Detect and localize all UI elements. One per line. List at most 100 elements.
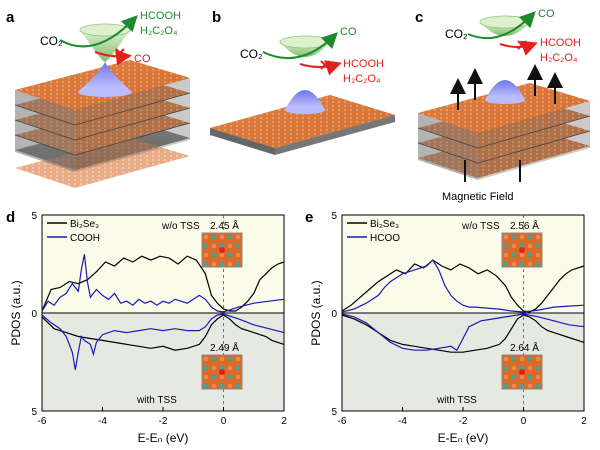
atom-dot [211, 243, 217, 249]
blocked-path-arrow-b [299, 60, 342, 76]
atom-dot [535, 234, 541, 240]
panel-b: b CO₂ CO HCOOH H₂C₂O₄ [210, 9, 395, 155]
y-tick-label: 5 [31, 211, 37, 222]
atom-dot [535, 243, 541, 249]
reactant-co2-b: CO₂ [240, 47, 263, 61]
atom-dot [527, 243, 533, 249]
atom-dot [527, 234, 533, 240]
x-axis-label: E-Eₙ (eV) [438, 431, 489, 445]
panel-label-a: a [6, 9, 15, 26]
series-line [341, 259, 585, 313]
atom-dot [219, 261, 225, 267]
bond-length-label: 2.64 Å [510, 341, 539, 354]
bond-length-label: 2.56 Å [510, 219, 539, 232]
structure-inset [501, 232, 543, 268]
atom-dot [203, 243, 209, 249]
atom-dot [535, 356, 541, 362]
panel-label-c: c [415, 9, 423, 26]
x-tick-label: -2 [159, 416, 168, 427]
atom-dot [535, 261, 541, 267]
x-tick-label: 0 [221, 416, 227, 427]
blocked-product-b-1: HCOOH [343, 58, 384, 70]
atom-dot [203, 383, 209, 389]
atom-dot [211, 374, 217, 380]
y-tick-label: 5 [31, 407, 37, 418]
adsorbate-atom [519, 247, 525, 253]
atom-dot [503, 356, 509, 362]
bottom-region-label: with TSS [436, 395, 477, 406]
legend-label: Bi₂Se₃ [70, 219, 99, 230]
atom-dot [219, 252, 225, 258]
atom-dot [235, 365, 241, 371]
atom-dot [503, 383, 509, 389]
atom-dot [211, 261, 217, 267]
panel-label-d: d [6, 209, 15, 226]
atom-dot [511, 234, 517, 240]
atom-dot [219, 234, 225, 240]
adsorbate-atom [219, 369, 225, 375]
atom-dot [203, 261, 209, 267]
x-tick-label: 2 [281, 416, 287, 427]
atom-dot [203, 234, 209, 240]
atom-dot [519, 365, 525, 371]
atom-dot [527, 356, 533, 362]
atom-dot [211, 252, 217, 258]
atom-dot [211, 356, 217, 362]
reactant-co2-a: CO₂ [40, 34, 63, 48]
atom-dot [211, 234, 217, 240]
slab-stack-c [417, 83, 591, 180]
atom-dot [235, 261, 241, 267]
y-axis-label: PDOS (a.u.) [309, 280, 323, 345]
block-x-icon-c [517, 40, 527, 50]
blocked-product-c-2: H₂C₂O₄ [540, 52, 578, 64]
structure-inset [201, 232, 243, 268]
atom-dot [219, 374, 225, 380]
atom-dot [235, 234, 241, 240]
x-tick-label: -4 [98, 416, 107, 427]
atom-dot [227, 365, 233, 371]
atom-dot [527, 261, 533, 267]
atom-dot [235, 383, 241, 389]
favored-path-arrow-a [59, 15, 138, 48]
atom-dot [503, 261, 509, 267]
blocked-path-arrow-a [94, 49, 132, 66]
blocked-product-c-1: HCOOH [540, 37, 581, 49]
x-tick-label: -4 [398, 416, 407, 427]
atom-dot [203, 252, 209, 258]
atom-dot [227, 252, 233, 258]
series-line [41, 254, 285, 313]
atom-dot [511, 243, 517, 249]
y-tick-label: 5 [331, 407, 337, 418]
y-tick-label: 0 [31, 309, 37, 320]
slab-single-b [210, 95, 395, 155]
atom-dot [527, 252, 533, 258]
atom-dot [511, 383, 517, 389]
blocked-path-arrow-c [499, 40, 538, 56]
panel-label-b: b [212, 9, 221, 26]
atom-dot [519, 252, 525, 258]
top-region-label: w/o TSS [461, 221, 500, 232]
atom-dot [235, 374, 241, 380]
structure-inset [201, 354, 243, 390]
atom-dot [511, 252, 517, 258]
favored-path-arrow-b [262, 32, 338, 60]
x-axis-label: E-Eₙ (eV) [138, 431, 189, 445]
y-tick-label: 5 [331, 211, 337, 222]
series-line [41, 314, 285, 351]
x-tick-label: 0 [521, 416, 527, 427]
atom-dot [219, 356, 225, 362]
magnetic-field-label: Magnetic Field [442, 191, 514, 203]
bond-length-label: 2.45 Å [210, 219, 239, 232]
atom-dot [227, 374, 233, 380]
favored-path-arrow-c [467, 11, 536, 39]
adsorbate-atom [219, 247, 225, 253]
y-axis-label: PDOS (a.u.) [9, 280, 23, 345]
atom-dot [519, 261, 525, 267]
panel-label-e: e [305, 209, 313, 226]
panel-a: a CO₂ HCOOH H₂C₂O₄ [6, 9, 191, 188]
atom-dot [519, 374, 525, 380]
atom-dot [203, 365, 209, 371]
blocked-product-b-2: H₂C₂O₄ [343, 73, 381, 85]
atom-dot [227, 243, 233, 249]
